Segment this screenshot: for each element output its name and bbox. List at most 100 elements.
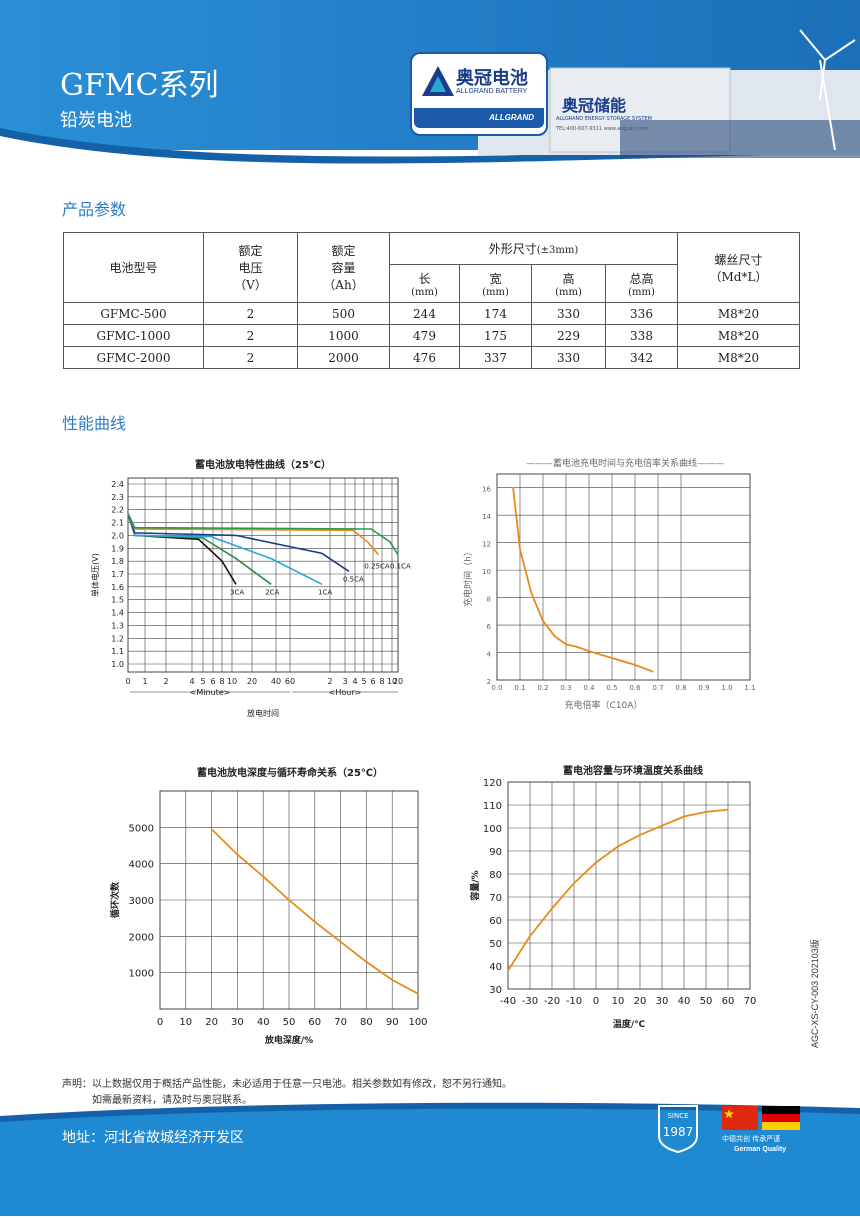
chart2-ytick-label: 12	[482, 541, 491, 549]
chart1-xtick-label: 60	[285, 677, 295, 686]
chart1-ytick-label: 1.9	[111, 544, 124, 553]
chart4-xtick-label: -40	[500, 996, 516, 1007]
chart2-xtick-label: 0.1	[514, 684, 525, 692]
chart1-hour-label: <Hour>	[329, 688, 362, 697]
chart3-xtick-label: 10	[179, 1017, 192, 1028]
footer-banner	[0, 1100, 860, 1216]
chart1-xtick-label: 40	[271, 677, 281, 686]
chart1-xtick-label: 5	[361, 677, 366, 686]
chart2-xtick-label: 0.9	[698, 684, 709, 692]
chart4-xtick-label: -30	[522, 996, 538, 1007]
chart4-series-line	[507, 808, 729, 972]
brand-logo: 奥冠电池 ALLGRAND BATTERY ALLGRAND	[410, 52, 548, 136]
logo-en-text: ALLGRAND BATTERY	[456, 88, 528, 95]
chart1-ytick-label: 1.4	[111, 609, 124, 618]
chart1-xlabel: 放电时间	[247, 708, 279, 718]
logo-cn-text: 奥冠电池	[456, 68, 528, 89]
page-subtitle: 铅炭电池	[60, 110, 132, 131]
chart1-xtick-label: 8	[219, 677, 224, 686]
chart4-ytick-label: 40	[489, 962, 502, 973]
container-logo: 奥冠储能	[562, 96, 627, 115]
chart1-series-label: 2CA	[265, 588, 279, 596]
chart4-ylabel: 容量/%	[469, 870, 481, 901]
chart1-series-label: 0.1CA	[390, 563, 411, 571]
chart1-ytick-label: 1.1	[111, 647, 124, 656]
th-total-height: 总高 (mm)	[605, 264, 678, 303]
chart1-xtick-label: 3	[342, 677, 347, 686]
doc-code: AGC-XS-CY-003 202103版	[810, 939, 820, 1048]
chart1-xtick-label: 5	[200, 677, 205, 686]
chart1-xtick-label: 4	[352, 677, 357, 686]
chart4-xtick-label: 20	[634, 996, 647, 1007]
chart1-ytick-label: 1.3	[111, 621, 124, 630]
chart2-plot-area	[496, 473, 751, 681]
flag-caption: 中德共创 传承严谨	[722, 1135, 781, 1143]
header-background	[0, 0, 860, 190]
logo-bar-text: ALLGRAND	[414, 108, 544, 128]
footer-address: 地址：河北省故城经济开发区	[62, 1130, 244, 1146]
chart4-plot-area	[507, 781, 751, 990]
chart3-ylabel: 循环次数	[109, 881, 121, 918]
chart4-xtick-label: 50	[700, 996, 713, 1007]
chart4-ytick-label: 80	[489, 870, 502, 881]
chart4-xtick-label: 30	[656, 996, 669, 1007]
chart1-series-label: 3CA	[230, 588, 244, 596]
chart4-ytick-label: 90	[489, 847, 502, 858]
chart3-xtick-label: 80	[360, 1017, 373, 1028]
chart1-ytick-label: 1.8	[111, 557, 124, 566]
chart1-series-label: 0.25CA	[364, 563, 389, 571]
chart1-minute-label: <Minute>	[190, 688, 231, 697]
page-title: GFMC系列	[60, 68, 219, 103]
chart1-ytick-label: 1.5	[111, 596, 124, 605]
chart1-xtick-label: 0	[125, 677, 130, 686]
chart1-ytick-label: 2.3	[111, 493, 124, 502]
chart3-xtick-label: 20	[205, 1017, 218, 1028]
chart1-ytick-label: 1.7	[111, 570, 124, 579]
chart1-ylabel: 单体电压(V)	[90, 553, 100, 597]
chart4-xtick-label: 10	[612, 996, 625, 1007]
table-row: GFMC-500 2 500 244 174 330 336 M8*20	[63, 302, 800, 325]
chart2-ytick-label: 2	[487, 678, 491, 686]
chart2-series-line	[512, 487, 654, 673]
chart2-xtick-label: 0.3	[560, 684, 571, 692]
th-model: 电池型号	[63, 232, 204, 303]
chart3-ytick-label: 1000	[129, 969, 154, 980]
chart2-ytick-label: 16	[482, 486, 491, 494]
china-flag-icon	[722, 1106, 758, 1130]
section-title-curves: 性能曲线	[62, 414, 127, 433]
chart3-ytick-label: 2000	[129, 932, 154, 943]
chart2-ytick-label: 6	[487, 623, 492, 631]
chart3-xtick-label: 0	[157, 1017, 163, 1028]
chart1-xtick-label: 10	[227, 677, 237, 686]
chart1-ytick-label: 1.6	[111, 583, 124, 592]
chart2-title: ———蓄电池充电时间与充电倍率关系曲线———	[525, 459, 724, 469]
header-banner: GFMC系列 铅炭电池 奥冠电池 ALLGRAND BATTERY ALLGRA…	[0, 0, 860, 190]
chart1-plot-area	[127, 477, 399, 673]
chart2-ytick-label: 10	[482, 568, 491, 576]
chart4-ytick-label: 60	[489, 916, 502, 927]
chart1-ytick-label: 2.0	[111, 531, 124, 540]
chart2-xtick-label: 0.5	[606, 684, 617, 692]
chart3-series-line	[210, 828, 419, 995]
chart1-series-label: 1CA	[318, 588, 332, 596]
chart4-ytick-label: 110	[483, 801, 502, 812]
chart1-xtick-label: 4	[189, 677, 194, 686]
th-thread: 螺丝尺寸 （Md*L）	[677, 232, 800, 303]
chart2-ylabel: 充电时间（h）	[462, 547, 474, 607]
chart1-xtick-label: 1	[142, 677, 147, 686]
germany-flag-icon	[762, 1106, 800, 1130]
chart1-ytick-label: 2.4	[111, 480, 124, 489]
chart2-xtick-label: 1.1	[744, 684, 755, 692]
disclaimer: 声明：以上数据仅用于概括产品性能，未必适用于任意一只电池。相关参数如有修改，恕不…	[62, 1079, 512, 1106]
cell-capacity: 500	[297, 302, 390, 325]
chart3-xtick-label: 50	[283, 1017, 296, 1028]
chart1-ytick-label: 1.0	[111, 660, 124, 669]
chart3-ytick-label: 3000	[129, 896, 154, 907]
cell-length: 476	[389, 346, 460, 369]
chart3-ytick-label: 5000	[129, 823, 154, 834]
chart4-xtick-label: 70	[744, 996, 757, 1007]
chart1-series-line	[127, 513, 399, 556]
chart3-xtick-label: 30	[231, 1017, 244, 1028]
cell-thread: M8*20	[677, 346, 800, 369]
